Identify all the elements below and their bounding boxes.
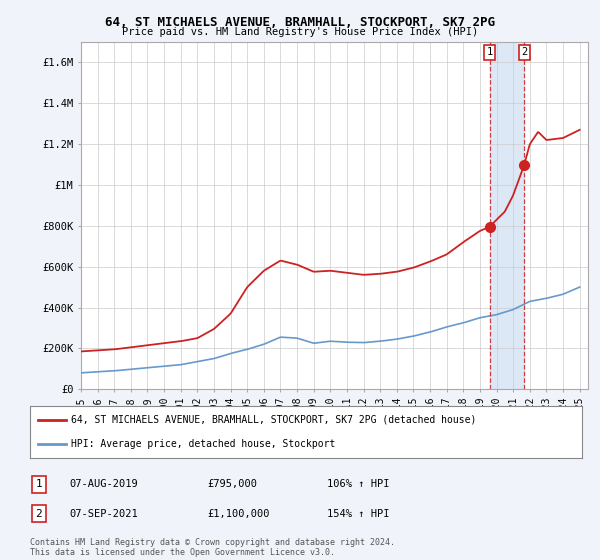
Text: 2: 2 xyxy=(35,508,43,519)
Text: HPI: Average price, detached house, Stockport: HPI: Average price, detached house, Stoc… xyxy=(71,438,336,449)
Text: 64, ST MICHAELS AVENUE, BRAMHALL, STOCKPORT, SK7 2PG: 64, ST MICHAELS AVENUE, BRAMHALL, STOCKP… xyxy=(105,16,495,29)
Bar xyxy=(490,42,524,389)
Text: Contains HM Land Registry data © Crown copyright and database right 2024.
This d: Contains HM Land Registry data © Crown c… xyxy=(30,538,395,557)
Text: 154% ↑ HPI: 154% ↑ HPI xyxy=(327,508,389,519)
Text: 106% ↑ HPI: 106% ↑ HPI xyxy=(327,479,389,489)
Text: 64, ST MICHAELS AVENUE, BRAMHALL, STOCKPORT, SK7 2PG (detached house): 64, ST MICHAELS AVENUE, BRAMHALL, STOCKP… xyxy=(71,415,477,425)
Text: £795,000: £795,000 xyxy=(207,479,257,489)
Text: £1,100,000: £1,100,000 xyxy=(207,508,269,519)
Text: Price paid vs. HM Land Registry's House Price Index (HPI): Price paid vs. HM Land Registry's House … xyxy=(122,27,478,37)
Text: 1: 1 xyxy=(487,47,493,57)
Text: 1: 1 xyxy=(35,479,43,489)
Text: 2: 2 xyxy=(521,47,527,57)
Text: 07-SEP-2021: 07-SEP-2021 xyxy=(69,508,138,519)
Text: 07-AUG-2019: 07-AUG-2019 xyxy=(69,479,138,489)
